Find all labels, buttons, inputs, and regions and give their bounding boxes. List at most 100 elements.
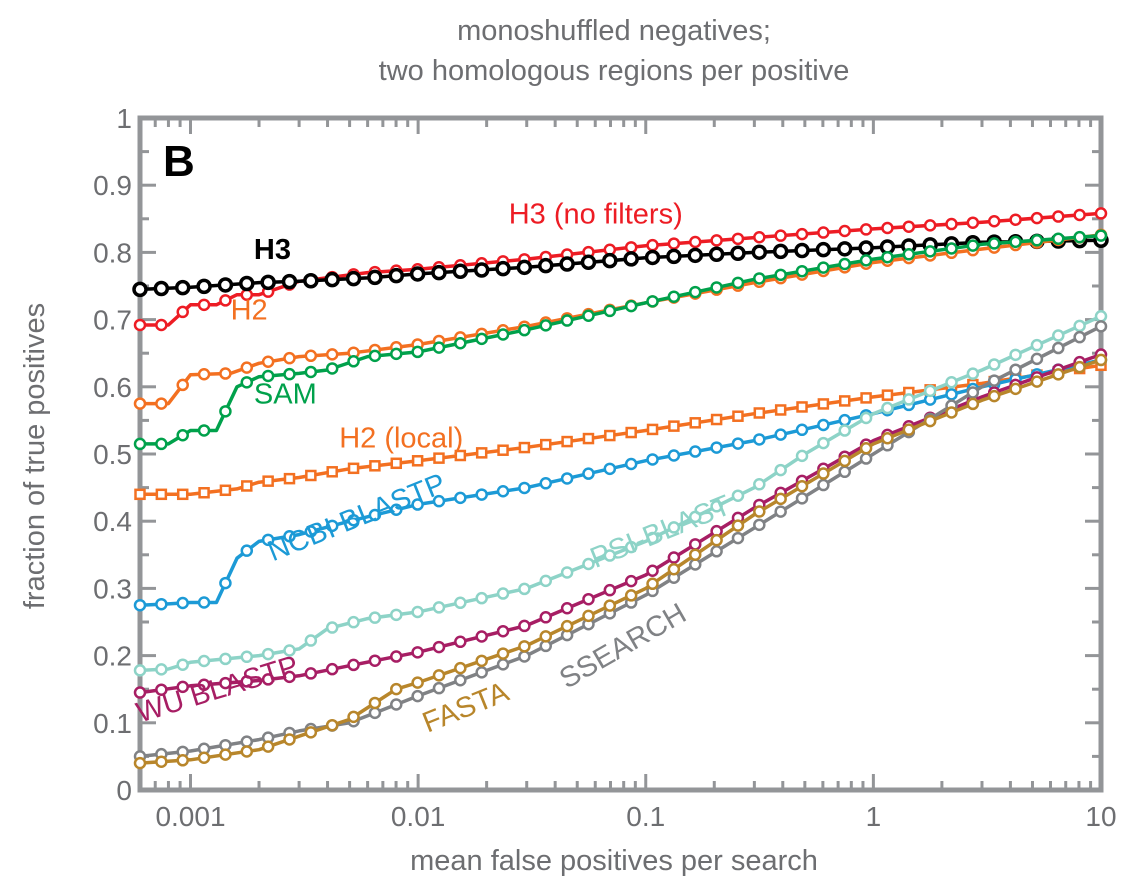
data-point [369,460,381,472]
data-point [582,609,595,623]
data-point [176,305,189,319]
data-point [176,658,189,671]
data-point [518,441,531,454]
data-point [774,428,787,441]
data-point [1073,330,1086,344]
data-point [966,367,980,380]
data-point [859,411,873,425]
data-point [688,548,702,561]
data-point [646,238,659,252]
data-point [454,635,467,649]
data-point [817,478,830,492]
x-tick-label: 1 [866,801,882,832]
data-point [667,449,681,462]
data-point [261,740,275,753]
data-point [753,407,766,419]
data-point [132,281,148,298]
data-point [753,272,766,285]
data-point [539,611,553,624]
data-point [261,533,275,547]
data-point [347,462,360,475]
data-point [304,634,318,647]
data-point [325,362,339,375]
data-point [197,367,211,381]
series-label: SSEARCH [554,597,691,695]
data-point [518,619,531,633]
data-point [518,481,531,495]
data-point [559,256,575,272]
data-point [603,549,617,562]
data-point [667,521,681,534]
data-point [516,259,533,276]
data-point [859,254,873,267]
y-tick-label: 0.9 [93,170,132,201]
data-point [539,574,553,588]
data-point [815,241,832,258]
data-point [133,397,147,410]
data-point [283,670,296,684]
data-point [731,489,745,502]
data-point [624,299,638,313]
series-fasta [133,353,1108,770]
data-point [688,445,702,458]
data-point [219,294,232,307]
data-point [753,478,766,491]
data-point [688,558,702,571]
data-point [689,417,701,429]
data-point [219,405,232,418]
data-point [345,270,362,287]
data-point [860,392,872,404]
data-point [774,505,787,518]
data-point [368,706,382,720]
data-point [176,754,189,767]
data-point [219,652,232,666]
data-point [1009,213,1022,226]
data-point [646,531,659,545]
data-point [475,654,488,668]
data-point [260,274,276,291]
data-point [411,605,424,619]
data-point [261,355,275,369]
y-tick-label: 0.2 [93,641,132,672]
y-tick-label: 0.4 [93,506,132,537]
data-point [688,285,702,299]
data-point [795,423,809,437]
data-point [219,676,232,690]
data-point [603,583,617,597]
y-tick-label: 0.5 [93,439,132,470]
data-point [304,365,318,379]
data-point [262,475,274,487]
data-point [538,257,554,274]
data-point [582,432,595,445]
data-point [710,234,723,247]
data-point [283,367,296,381]
data-point [1030,211,1044,225]
data-point [966,397,980,411]
data-point [859,223,873,236]
data-point [539,319,553,332]
data-point [987,215,1001,228]
data-point [475,630,488,643]
data-point [646,577,659,591]
data-point [1009,363,1022,376]
data-point [133,318,147,332]
series-line [139,314,1102,673]
data-point [1094,309,1108,323]
data-point [795,227,809,241]
data-point [603,304,617,318]
panel-letter: B [163,137,195,186]
data-point [454,336,467,350]
data-point [1052,329,1065,342]
data-point [409,266,426,282]
data-point [625,426,637,439]
data-point [217,277,234,293]
data-point [560,566,574,579]
data-point [495,260,511,277]
data-point [838,395,851,407]
data-point [174,279,191,296]
data-point [987,374,1001,387]
data-point [667,290,681,303]
data-point [326,466,338,478]
data-point [923,414,937,428]
y-axis-label: fraction of true positives [19,303,51,609]
